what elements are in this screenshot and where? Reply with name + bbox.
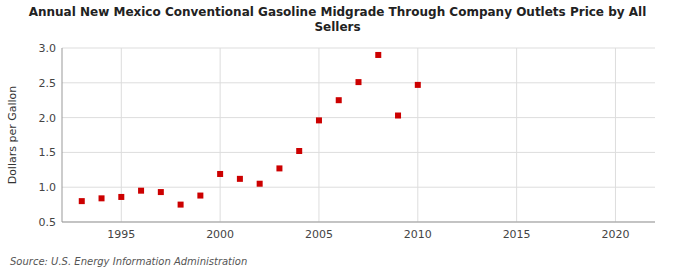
title-line: Sellers <box>314 20 360 34</box>
grid-line <box>220 48 221 222</box>
point <box>257 181 263 187</box>
point <box>415 82 421 88</box>
point <box>138 188 144 194</box>
x-axis-line <box>62 222 655 223</box>
grid-line <box>62 152 655 153</box>
tick-label: 3.0 <box>39 42 57 55</box>
point <box>336 97 342 103</box>
tick-label: 0.5 <box>39 216 57 229</box>
tick-label: 2005 <box>305 228 333 241</box>
grid-line <box>62 48 655 49</box>
point <box>395 113 401 119</box>
tick-label: 2020 <box>601 228 629 241</box>
point <box>79 198 85 204</box>
grid <box>62 48 655 222</box>
point <box>316 117 322 123</box>
grid-line <box>516 48 517 222</box>
point <box>99 195 105 201</box>
tick-label: 2000 <box>206 228 234 241</box>
axes: 0.5 1.0 1.5 2.0 2.5 3.0 1995 2000 2005 2010 2015 20… <box>39 42 656 241</box>
grid-line <box>615 48 616 222</box>
points <box>79 52 421 208</box>
point <box>217 171 223 177</box>
point <box>197 193 203 199</box>
y-axis-line <box>62 48 63 222</box>
point <box>296 148 302 154</box>
grid-line <box>62 222 655 223</box>
tick-label: 2.5 <box>39 77 57 90</box>
tick-label: 1.0 <box>39 181 57 194</box>
point <box>118 194 124 200</box>
background <box>0 0 675 275</box>
annotation: Source: U.S. Energy Information Administ… <box>10 256 247 267</box>
tick-label: 1.5 <box>39 146 57 159</box>
point <box>178 202 184 208</box>
grid-line <box>417 48 418 222</box>
tick-label: 2.0 <box>39 112 57 125</box>
grid-line <box>318 48 319 222</box>
point <box>158 189 164 195</box>
y-axis-label: Dollars per Gallon <box>6 86 19 185</box>
grid-line <box>62 187 655 188</box>
chart: Annual New Mexico Conventional Gasoline … <box>0 0 675 275</box>
tick-label: 2010 <box>404 228 432 241</box>
tick-label: 1995 <box>107 228 135 241</box>
point <box>276 165 282 171</box>
grid-line <box>62 117 655 118</box>
title: Annual New Mexico Conventional Gasoline … <box>29 5 647 34</box>
title-line: Annual New Mexico Conventional Gasoline … <box>29 5 647 19</box>
point <box>375 52 381 58</box>
tick-label: 2015 <box>503 228 531 241</box>
point <box>356 79 362 85</box>
point <box>237 176 243 182</box>
